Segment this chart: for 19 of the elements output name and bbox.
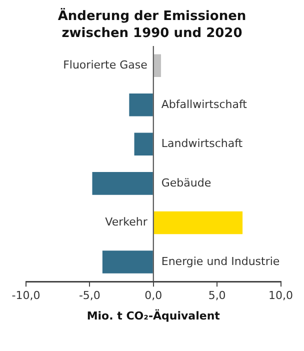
x-tick-label: -10,0 (12, 289, 40, 302)
bar (154, 54, 162, 78)
x-tick-label: 5,0 (208, 289, 226, 302)
x-tick-label: -5,0 (78, 289, 100, 302)
bar (92, 172, 153, 195)
chart-title: Änderung der Emissionen zwischen 1990 und 2020 (56, 8, 248, 42)
bar (129, 94, 153, 116)
bar (102, 250, 153, 274)
bar (134, 132, 153, 156)
y-tick-label: Fluorierte Gase (63, 58, 148, 72)
y-tick-label: Abfallwirtschaft (161, 98, 248, 111)
x-tick-label: 0,0 (144, 289, 162, 302)
x-tick-label: 10,0 (268, 289, 294, 302)
y-tick-label: Landwirtschaft (161, 137, 244, 150)
y-tick-label: Verkehr (105, 216, 148, 229)
y-tick-label: Gebäude (161, 176, 212, 190)
x-axis-title: Mio. t CO₂-Äquivalent (86, 308, 220, 322)
bar (154, 211, 243, 234)
y-tick-label: Energie und Industrie (161, 254, 280, 268)
